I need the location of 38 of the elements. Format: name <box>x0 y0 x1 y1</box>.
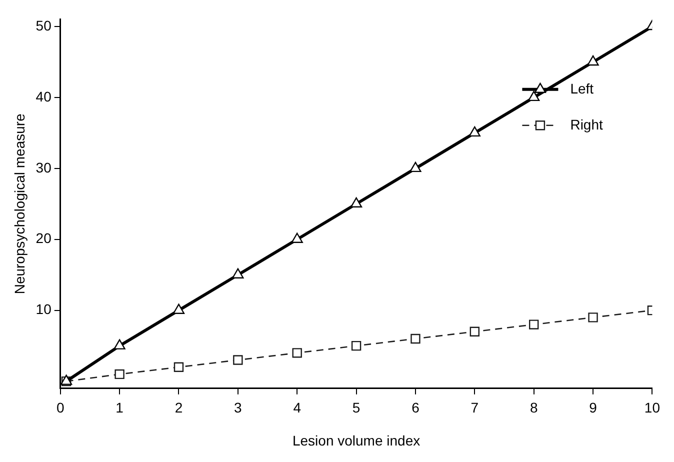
point <box>350 197 362 208</box>
x-tick-label: 4 <box>293 400 302 416</box>
x-tick-label: 9 <box>589 400 598 416</box>
legend-label: Right <box>570 116 604 132</box>
point <box>292 348 302 358</box>
x-tick-label: 2 <box>174 400 183 416</box>
point <box>528 90 540 102</box>
point <box>291 232 303 243</box>
y-tick-label: 40 <box>36 88 52 104</box>
x-tick-label: 10 <box>644 400 660 416</box>
point <box>172 304 185 314</box>
point <box>410 334 420 344</box>
x-tick-label: 7 <box>470 400 479 416</box>
legend-label: Left <box>570 80 594 96</box>
point <box>174 362 184 372</box>
point <box>232 268 244 278</box>
point <box>588 312 598 322</box>
point <box>529 320 539 330</box>
y-tick-label: 30 <box>36 159 52 176</box>
point <box>114 369 124 380</box>
x-tick-label: 3 <box>234 400 242 416</box>
y-tick-label: 50 <box>36 17 52 34</box>
x-axis-title: Lesion volume index <box>292 432 420 448</box>
point <box>410 162 422 172</box>
point <box>114 339 126 350</box>
y-tick-label: 20 <box>36 230 52 246</box>
point <box>587 55 599 66</box>
point <box>233 355 243 365</box>
x-tick-label: 6 <box>412 400 420 416</box>
y-tick-label: 10 <box>36 301 52 318</box>
x-tick-label: 8 <box>530 400 538 416</box>
point <box>468 126 480 137</box>
y-axis-title: Neuropsychological measure <box>11 113 28 294</box>
point <box>470 326 480 336</box>
x-tick-label: 5 <box>352 400 360 416</box>
point <box>351 340 362 351</box>
x-tick-label: 0 <box>56 400 64 416</box>
x-tick-label: 1 <box>116 400 124 416</box>
